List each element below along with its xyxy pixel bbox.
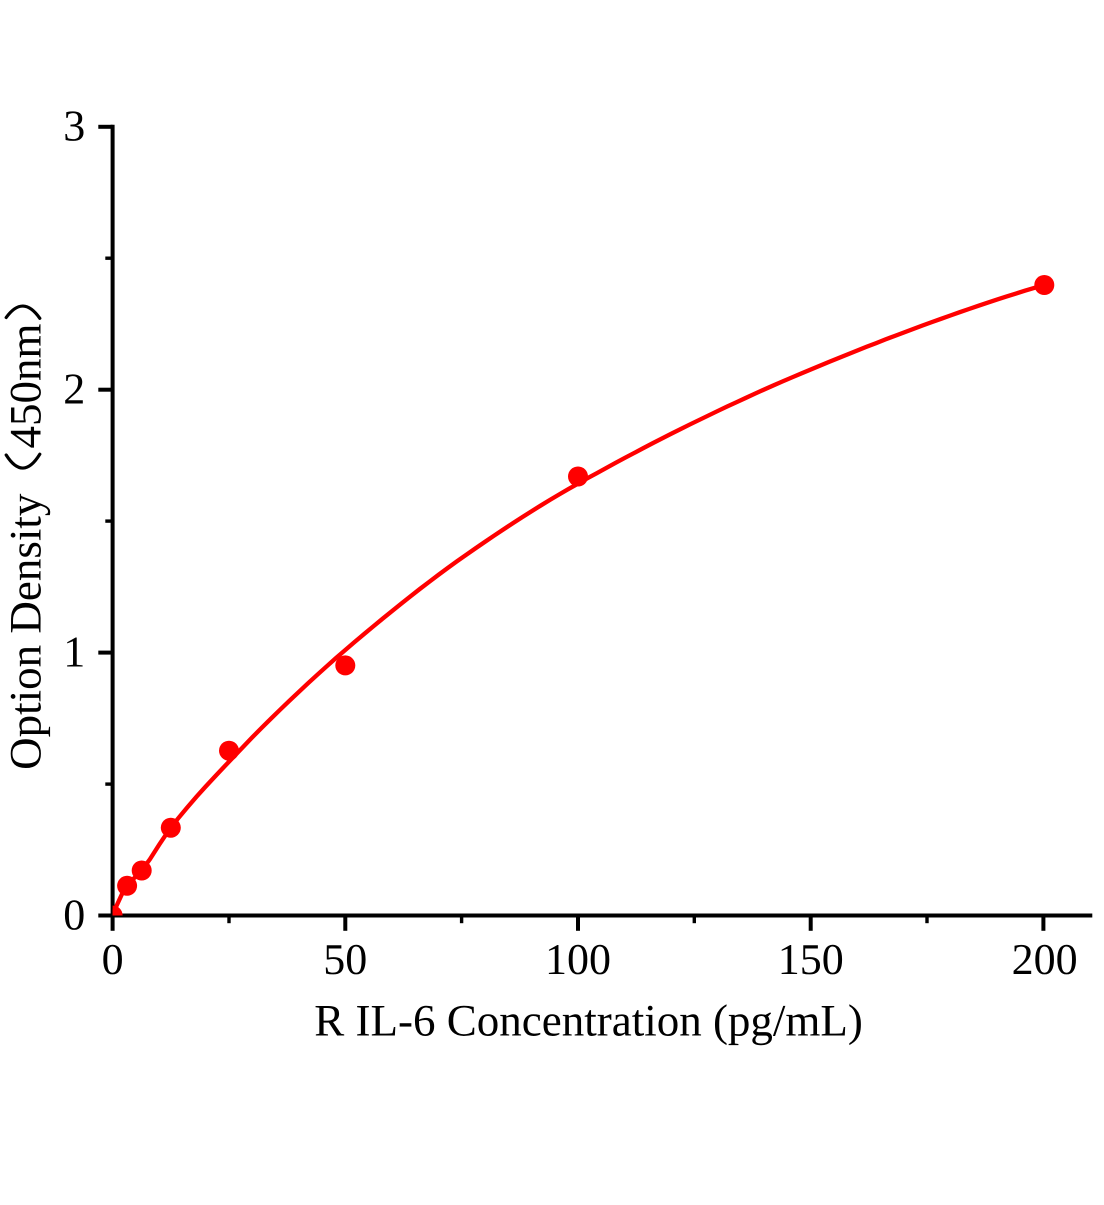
svg-text:150: 150	[778, 935, 844, 984]
svg-text:200: 200	[1012, 935, 1078, 984]
svg-text:0: 0	[102, 935, 124, 984]
svg-text:1: 1	[63, 627, 85, 676]
svg-text:3: 3	[63, 102, 85, 151]
svg-text:2: 2	[63, 365, 85, 414]
svg-text:100: 100	[545, 935, 611, 984]
svg-text:0: 0	[63, 890, 85, 939]
svg-text:50: 50	[323, 935, 367, 984]
svg-text:Option Density: Option Density	[1, 493, 51, 770]
svg-text:450nm: 450nm	[1, 323, 51, 448]
svg-text:R IL-6 Concentration (pg/mL): R IL-6 Concentration (pg/mL)	[314, 996, 863, 1046]
